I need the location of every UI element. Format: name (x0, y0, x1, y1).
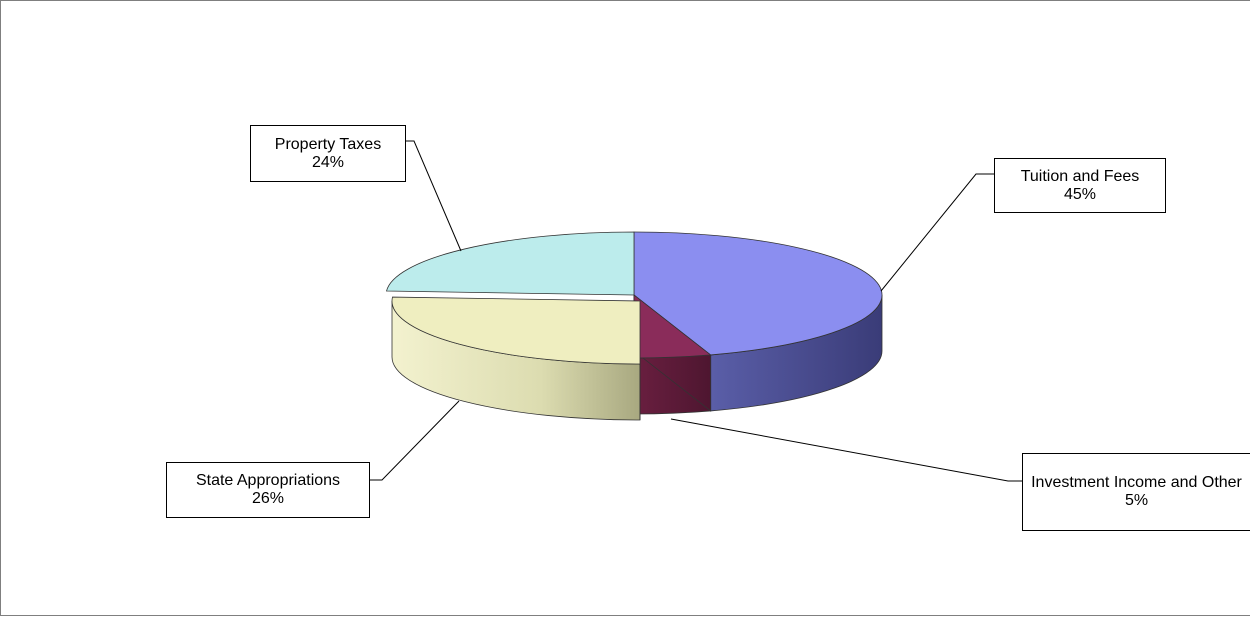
slice-label: Investment Income and Other (1031, 474, 1242, 491)
slice-value-label: 45% (1063, 185, 1097, 203)
slice-label: Tuition and Fees (1020, 167, 1140, 185)
slice-value-label: 24% (311, 153, 345, 171)
leader-line-tuition-and-fees (880, 173, 994, 292)
callout-investment-income-and-other: Investment Income and Other 5% (1022, 453, 1250, 531)
callout-property-taxes: Property Taxes 24% (250, 125, 406, 182)
callout-tuition-and-fees: Tuition and Fees 45% (994, 158, 1166, 213)
slice-label: Property Taxes (274, 135, 382, 153)
pie-slice-tuition-and-fees (633, 231, 883, 356)
pie-slice-state-appropriations (391, 296, 641, 365)
slice-label: State Appropriations (195, 472, 341, 489)
callout-state-appropriations: State Appropriations 26% (166, 462, 370, 518)
pie-slice-property-taxes (385, 231, 635, 296)
slice-value-label: 26% (251, 490, 285, 507)
leader-line-property-taxes (406, 140, 462, 252)
leader-line-investment-income-and-other (670, 418, 1022, 482)
leader-line-state-appropriations (370, 400, 460, 481)
slice-value-label: 5% (1124, 492, 1149, 509)
